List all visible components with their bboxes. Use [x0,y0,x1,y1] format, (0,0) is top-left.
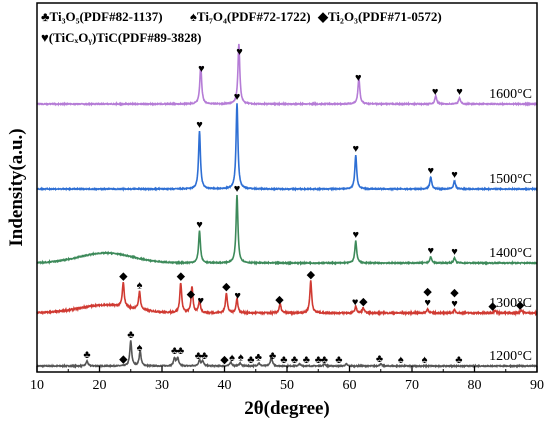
peak-marker: ♥ [353,143,360,155]
peak-marker: ♠ [422,354,428,366]
peak-marker: ♣ [171,345,178,357]
peak-marker: ♥ [236,46,243,58]
marker-layer: ♣ ◆♣♠ ♣♣ ♣♣ ◆ ♠ ♠ ♣ ♣ ♣ ♣ ♣ ♣ ♣♣ ♣ ♣ ♠ ♠ ♣◆♠◆◆♥◆♥ ◆◆♥ ◆ ♥◆♥◆◆… [83,46,524,366]
peak-marker: ♣ [127,329,134,341]
series-label: 1300°C [489,296,532,311]
peak-marker: ◆ [307,269,316,281]
peak-marker: ◆ [187,289,196,301]
peak-marker: ♠ [229,352,235,364]
peak-marker: ♠ [137,279,143,291]
peak-marker: ♣ [315,354,322,366]
x-tick-label: 10 [30,378,44,393]
peak-marker: ♥ [428,165,435,177]
peak-marker: ♥ [424,297,431,309]
peak-marker: ◆ [423,286,432,298]
peak-marker: ♣ [269,350,276,362]
legend-entry: ♠Ti₇O₄(PDF#72-1722) [190,9,311,24]
temperature-label-layer: 1200°C 1300°C 1400°C 1500°C 1600°C [489,87,532,364]
peak-marker: ♥ [352,296,359,308]
peak-marker: ♥ [432,86,439,98]
plot-frame [36,2,538,373]
peak-marker: ♣ [321,354,328,366]
legend-entry: ◆Ti₂O₃(PDF#71-0572) [317,9,442,24]
peak-marker: ♥ [196,119,203,131]
peak-marker: ◆ [450,287,459,299]
peak-marker: ♥ [234,91,241,103]
peak-marker: ♥ [451,298,458,310]
series-line-1600 [36,43,538,107]
peak-marker: ♣ [177,345,184,357]
peak-marker: ♠ [137,342,143,354]
legend-entry: ♣Ti₃O₅(PDF#82-1137) [41,9,163,24]
peak-marker: ◆ [222,281,231,293]
peak-marker: ♣ [291,354,298,366]
peak-marker: ♥ [451,246,458,258]
peak-marker: ♣ [280,354,287,366]
peak-marker: ◆ [220,354,229,366]
peak-marker: ◆ [516,300,525,312]
series-label: 1200°C [489,349,532,364]
peak-marker: ♠ [238,352,244,364]
peak-marker: ◆ [177,271,186,283]
series-line-1400 [36,194,538,266]
x-tick-label: 20 [93,378,107,393]
peak-marker: ♥ [451,169,458,181]
peak-marker: ♥ [355,72,362,84]
peak-marker: ♣ [255,352,262,364]
peak-marker: ♥ [456,86,463,98]
series-layer [36,43,538,369]
series-label: 1400°C [489,246,532,261]
peak-marker: ♣ [83,349,90,361]
peak-marker: ◆ [275,294,284,306]
peak-marker: ♥ [198,63,205,75]
peak-marker: ♠ [398,354,404,366]
series-label: 1500°C [489,172,532,187]
x-tick-label: 90 [530,378,544,393]
peak-marker: ◆ [119,271,128,283]
peak-marker: ♥ [234,183,241,195]
peak-marker: ♣ [376,353,383,365]
peak-marker: ♥ [428,245,435,257]
peak-marker: ♣ [247,354,254,366]
peak-marker: ◆ [488,301,497,313]
x-tick-label: 70 [405,378,419,393]
legend-entry: ♥(TiCₓOᵧ)TiC(PDF#89-3828) [41,30,202,45]
peak-marker: ♥ [353,229,360,241]
y-axis-title: Indensity(a.u.) [6,128,27,246]
series-line-1300 [36,280,538,317]
x-tick-label: 50 [280,378,294,393]
peak-marker: ♥ [234,290,241,302]
legend: ♣Ti₃O₅(PDF#82-1137) ♠Ti₇O₄(PDF#72-1722) ◆T… [41,9,442,45]
peak-marker: ♣ [455,354,462,366]
x-ticks-layer: 10 20 30 40 50 60 70 80 90 [30,366,544,393]
peak-marker: ♥ [196,219,203,231]
peak-marker: ♣ [335,354,342,366]
peak-marker: ◆ [359,296,368,308]
x-tick-label: 30 [155,378,169,393]
peak-marker: ◆ [119,353,128,365]
series-line-1500 [36,103,538,192]
peak-marker: ♣ [195,350,202,362]
peak-marker: ♣ [201,350,208,362]
series-label: 1600°C [489,87,532,102]
series-line-1200 [36,340,538,369]
peak-marker: ♥ [198,295,205,307]
peak-marker: ♣ [303,354,310,366]
x-tick-label: 40 [218,378,232,393]
x-tick-label: 60 [343,378,357,393]
x-axis-title: 2θ(degree) [244,398,330,419]
x-tick-label: 80 [468,378,482,393]
